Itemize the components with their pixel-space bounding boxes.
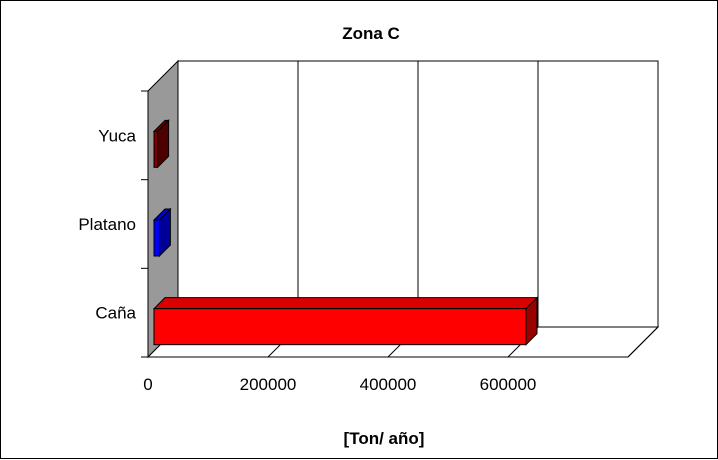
category-labels: Yuca Platano Caña [78,126,136,322]
category-label: Caña [95,304,136,323]
category-label: Yuca [98,126,136,145]
x-tick-labels: 0 200000 400000 600000 [143,375,536,394]
chart-title: Zona C [342,24,400,43]
bar-top [152,297,539,310]
bars [152,119,539,346]
bar-front [153,308,527,346]
x-tick-label: 400000 [360,375,417,394]
bar-platano [152,207,172,258]
x-tick-label: 200000 [240,375,297,394]
axis-ticks [141,90,148,358]
gridline-floor [627,326,659,358]
bar-caña [152,296,539,346]
x-axis-title: [Ton/ año] [344,429,425,448]
category-label: Platano [78,215,136,234]
bar-front [153,219,160,257]
x-tick-label: 0 [143,375,152,394]
bar-front [153,130,159,168]
x-tick-label: 600000 [480,375,537,394]
bar-yuca [152,119,170,169]
